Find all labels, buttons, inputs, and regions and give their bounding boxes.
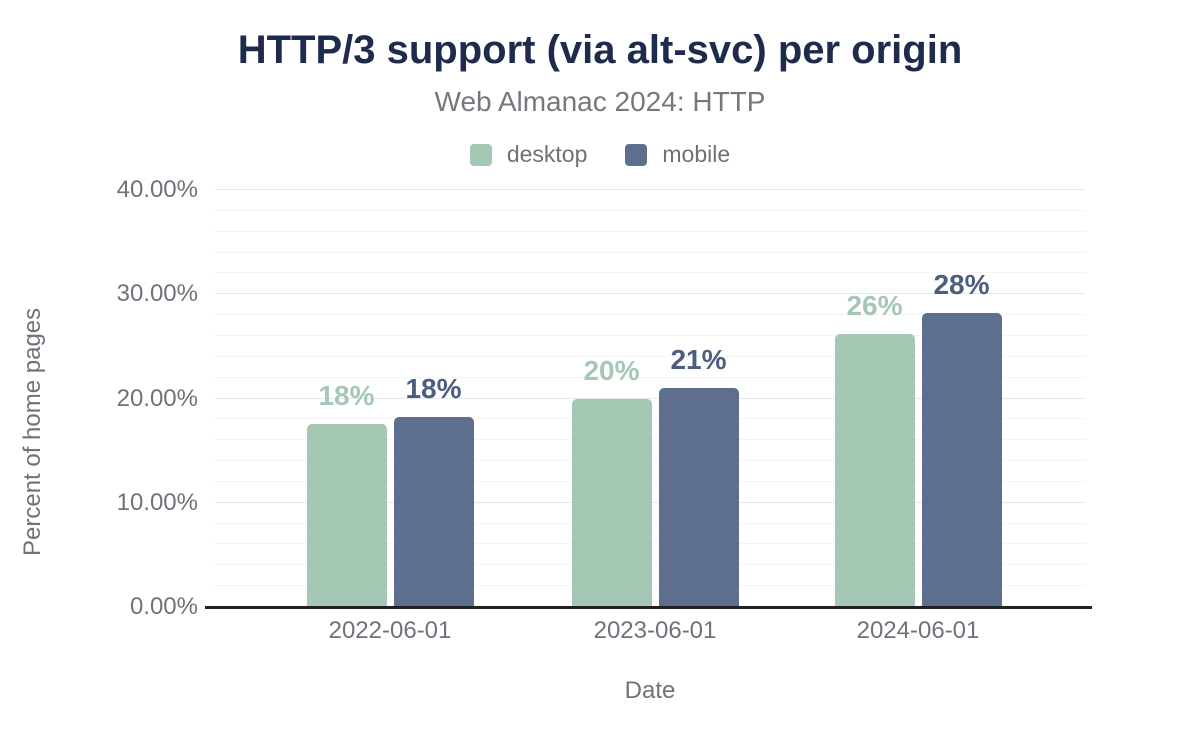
desktop-bar-label-2024-06-01: 26% — [846, 289, 903, 321]
minor-gridline — [215, 272, 1085, 274]
minor-gridline — [215, 209, 1085, 211]
y-tick-label: 30.00% — [116, 280, 198, 308]
bar-group-2022-06-01: 18% 18% — [306, 190, 474, 607]
desktop-bar-2024-06-01 — [834, 333, 915, 607]
major-gridline — [215, 293, 1085, 295]
mobile-bar-label-2024-06-01: 28% — [933, 269, 990, 301]
legend-swatch-desktop — [469, 143, 492, 166]
y-axis-title-text: Percent of home pages — [19, 307, 46, 556]
x-tick-label-2023-06-01: 2023-06-01 — [593, 617, 717, 644]
legend-item-desktop: desktop — [469, 141, 588, 168]
chart-subtitle: Web Almanac 2024: HTTP — [434, 86, 766, 117]
chart-title: HTTP/3 support (via alt-svc) per origin — [237, 28, 963, 72]
minor-gridline — [215, 355, 1085, 357]
desktop-bar-2022-06-01 — [306, 423, 387, 607]
x-axis-title: Date — [624, 677, 676, 704]
desktop-bar-label-2023-06-01: 20% — [583, 354, 640, 386]
mobile-bar-2024-06-01 — [921, 313, 1002, 607]
bar-group-2024-06-01: 26% 28% — [834, 190, 1002, 607]
minor-gridline — [215, 251, 1085, 253]
legend-label-desktop: desktop — [506, 141, 588, 167]
legend-label-mobile: mobile — [662, 141, 731, 167]
y-tick-label: 0.00% — [129, 593, 198, 620]
y-tick-label: 20.00% — [116, 384, 198, 412]
mobile-bar-label-2023-06-01: 21% — [670, 344, 727, 376]
minor-gridline — [215, 334, 1085, 336]
legend: desktop mobile — [0, 141, 1200, 168]
plot-area: 18% 18% 20% 21% 26% 28% — [215, 189, 1085, 607]
bar-group-2023-06-01: 20% 21% — [571, 190, 739, 607]
minor-gridline — [215, 376, 1085, 378]
desktop-bar-label-2022-06-01: 18% — [318, 379, 375, 411]
y-tick-label: 10.00% — [116, 488, 198, 516]
x-axis-line — [205, 606, 1092, 609]
mobile-bar-2022-06-01 — [393, 417, 474, 607]
major-gridline — [215, 189, 1085, 190]
y-tick-label: 40.00% — [116, 176, 198, 203]
x-tick-label-2024-06-01: 2024-06-01 — [856, 617, 980, 644]
desktop-bar-2023-06-01 — [571, 398, 652, 607]
mobile-bar-2023-06-01 — [658, 388, 739, 607]
minor-gridline — [215, 314, 1085, 316]
legend-item-mobile: mobile — [625, 141, 730, 168]
minor-gridline — [215, 230, 1085, 232]
mobile-bar-label-2022-06-01: 18% — [405, 373, 462, 405]
x-tick-label-2022-06-01: 2022-06-01 — [328, 617, 452, 644]
legend-swatch-mobile — [625, 143, 648, 166]
major-gridline — [215, 397, 1085, 399]
